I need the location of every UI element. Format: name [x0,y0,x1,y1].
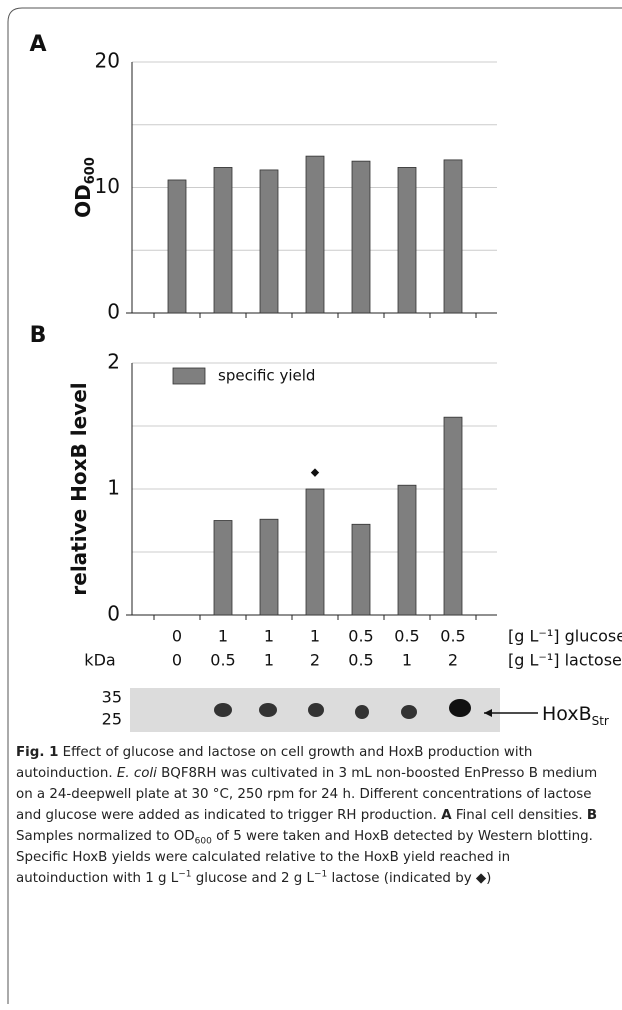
y-tick-label: 1 [107,476,120,500]
condition-value: 0 [172,651,182,670]
condition-label: [g L⁻¹] lactose [508,651,622,670]
condition-value: 0 [172,627,182,646]
caption-text: −1 [313,869,328,880]
y-axis-label: relative HoxB level [67,382,91,595]
blot-unit: kDa [84,651,115,670]
bar [351,160,371,314]
y-tick-label: 20 [95,49,120,73]
y-tick-label: 0 [107,602,120,626]
condition-label: [g L⁻¹] glucose [508,627,622,646]
condition-value: 1 [402,651,412,670]
caption: Fig. 1 Effect of glucose and lactose on … [16,742,606,889]
bar [351,523,371,616]
bar [305,488,325,616]
condition-value: 1 [264,651,274,670]
condition-value: 0.5 [394,627,419,646]
bar [443,159,463,314]
panel-label: B [30,323,47,348]
condition-value: 1 [218,627,228,646]
blot-band-label: HoxBStr [542,703,609,728]
caption-text: lactose (indicated by ◆) [327,871,492,886]
y-axis-label: OD [71,184,95,218]
caption-text: B [586,808,598,823]
blot-marker: 25 [102,710,122,729]
caption-text: Final cell densities. [451,808,587,823]
y-tick-label: 2 [107,350,120,374]
bar [167,179,187,314]
bar [397,484,417,616]
bar [213,520,233,616]
y-axis-label: relative HoxB level [67,382,91,595]
condition-value: 0.5 [210,651,235,670]
bar [259,169,279,314]
blot-arrowhead [484,709,492,717]
condition-value: 0.5 [348,627,373,646]
caption-text: A [441,808,452,823]
caption-text: 600 [194,836,212,847]
condition-value: 2 [448,651,458,670]
caption-text: −1 [178,869,192,880]
caption-text: glucose and 2 g L [191,871,314,886]
annotation: ◆ [311,466,320,479]
bar [213,167,233,314]
blot-marker: 35 [102,688,122,707]
caption-text: E. coli [116,766,157,781]
bar [397,167,417,314]
blot-band-sub: Str [592,714,609,728]
caption-text: of 5 were taken and HoxB detected by Wes… [16,829,593,886]
caption-text: Fig. 1 [16,745,59,760]
condition-value: 0.5 [440,627,465,646]
panel-label: A [29,32,46,57]
legend-label: specific yield [218,367,315,385]
caption-text: Effect of glucose and lactose on cell gr… [16,745,533,781]
bar [259,518,279,616]
y-axis-label: OD600 [71,157,98,218]
bar [305,155,325,314]
caption-text: BQF8RH was cultivated in 3 mL non-booste… [16,766,598,823]
condition-value: 2 [310,651,320,670]
y-tick-label: 10 [95,174,120,198]
condition-value: 1 [310,627,320,646]
legend-swatch [172,367,206,385]
y-axis-label-sub: 600 [83,157,98,184]
condition-value: 1 [264,627,274,646]
y-tick-label: 0 [107,300,120,324]
condition-value: 0.5 [348,651,373,670]
caption-text: Samples normalized to OD [16,829,195,844]
blot-spots [214,699,471,719]
blot-band-label: HoxB [542,703,592,725]
figure-frame [7,7,622,1004]
bar [443,416,463,616]
